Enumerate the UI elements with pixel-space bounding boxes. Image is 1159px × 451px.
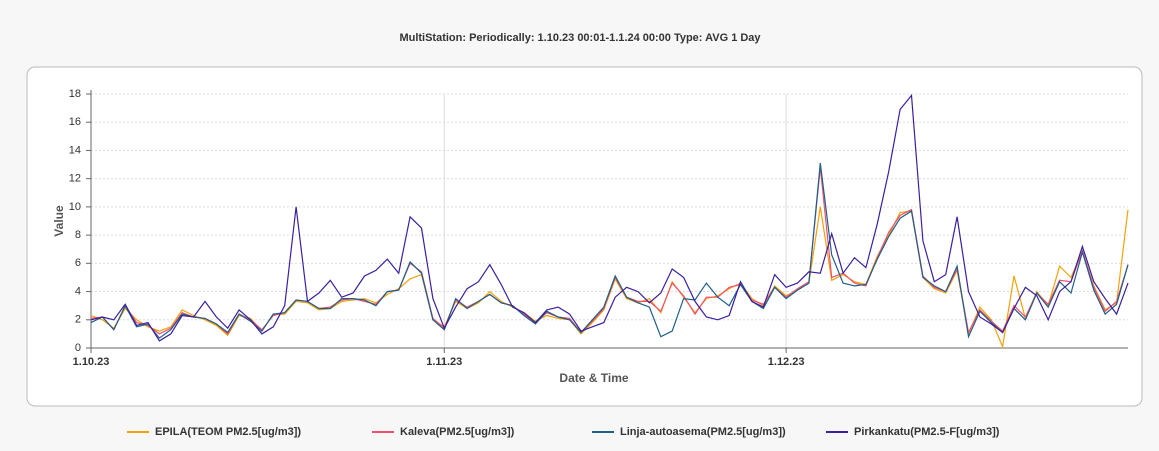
- x-tick-label: 1.10.23: [73, 356, 110, 368]
- plot-panel: [26, 66, 1143, 407]
- series-line: [90, 163, 1129, 339]
- y-tick-label: 14: [69, 144, 81, 156]
- y-tick-label: 16: [69, 116, 81, 128]
- x-tick-label: 1.11.23: [426, 356, 462, 368]
- y-tick-label: 12: [69, 173, 81, 185]
- y-tick-label: 8: [75, 229, 81, 241]
- chart-title: MultiStation: Periodically: 1.10.23 00:0…: [399, 32, 761, 44]
- legend-label: Linja-autoasema(PM2.5[ug/m3]): [620, 426, 786, 438]
- y-tick-label: 4: [75, 285, 81, 297]
- x-axis-label: Date & Time: [559, 371, 628, 385]
- legend-label: Pirkankatu(PM2.5-F[ug/m3]): [854, 426, 1000, 438]
- y-tick-label: 2: [75, 314, 81, 326]
- y-axis-label: Value: [52, 205, 66, 237]
- x-tick-label: 1.12.23: [768, 356, 805, 368]
- y-tick-label: 10: [69, 201, 81, 213]
- series-line: [90, 93, 1129, 342]
- y-tick-label: 0: [75, 342, 81, 354]
- legend-label: Kaleva(PM2.5[ug/m3]): [400, 426, 515, 438]
- legend-label: EPILA(TEOM PM2.5[ug/m3]): [155, 426, 301, 438]
- y-tick-label: 6: [75, 257, 81, 269]
- y-tick-label: 18: [69, 88, 81, 100]
